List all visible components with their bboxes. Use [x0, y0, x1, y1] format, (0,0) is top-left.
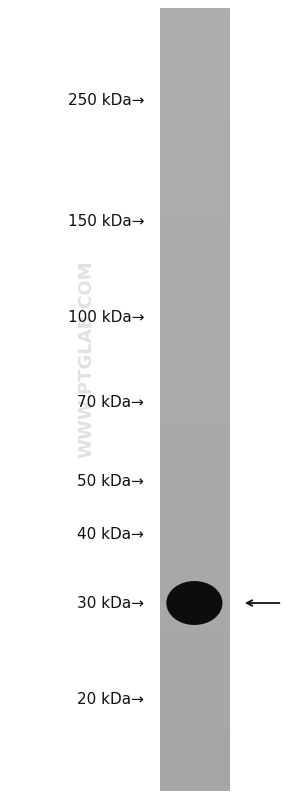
Text: 250 kDa→: 250 kDa→: [67, 93, 144, 108]
Text: 20 kDa→: 20 kDa→: [77, 692, 144, 706]
Ellipse shape: [166, 581, 223, 625]
Text: 100 kDa→: 100 kDa→: [67, 310, 144, 325]
Text: 150 kDa→: 150 kDa→: [67, 214, 144, 229]
Text: 30 kDa→: 30 kDa→: [77, 595, 144, 610]
Text: WWW.PTGLAB.COM: WWW.PTGLAB.COM: [77, 260, 95, 459]
Text: 70 kDa→: 70 kDa→: [77, 395, 144, 410]
Text: 40 kDa→: 40 kDa→: [77, 527, 144, 543]
Text: 50 kDa→: 50 kDa→: [77, 475, 144, 490]
Bar: [160, 8, 229, 791]
